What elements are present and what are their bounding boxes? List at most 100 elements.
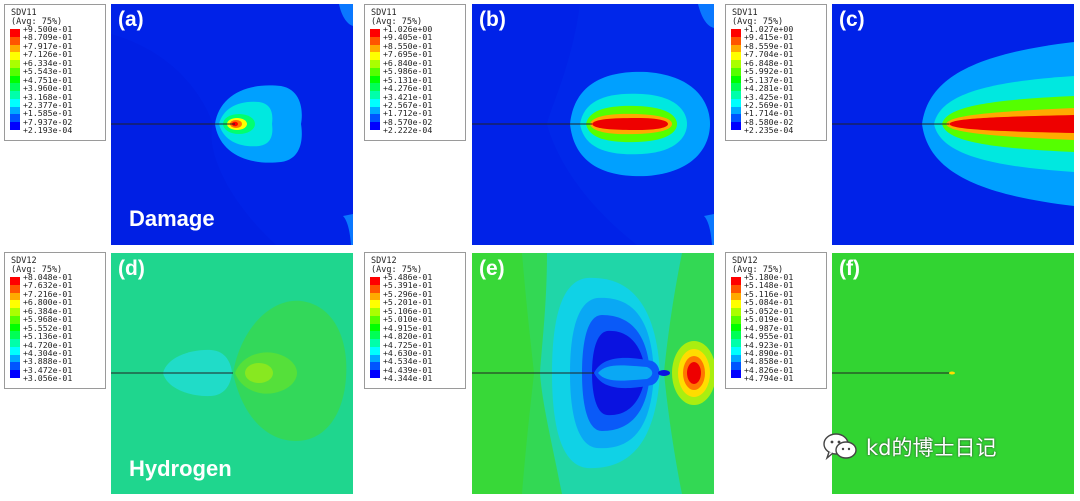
legend-e: SDV12 (Avg: 75%) +5.486e-01 +5.391e-01 +5.… <box>364 252 466 389</box>
legend-value: +2.235e-04 <box>744 125 794 136</box>
legend-value: +1.585e-01 <box>23 108 73 119</box>
legend-value: +3.960e-01 <box>23 83 73 94</box>
legend-value: +5.296e-01 <box>383 288 433 299</box>
legend-value: +5.968e-01 <box>23 314 73 325</box>
contour-panel-d: (d) Hydrogen <box>111 253 353 494</box>
legend-value: +7.917e-01 <box>23 40 73 51</box>
legend-value: +5.986e-01 <box>383 66 433 77</box>
legend-value: +5.992e-01 <box>744 66 794 77</box>
color-bar-segment <box>10 75 20 84</box>
color-bar <box>731 277 741 378</box>
color-bar-segment <box>10 52 20 61</box>
color-bar-segment <box>10 284 20 293</box>
legend-value: +7.937e-02 <box>23 116 73 127</box>
legend-values: +9.500e-01 +8.709e-01 +7.917e-01 +7.126e-01… <box>23 25 72 135</box>
legend-value: +9.500e-01 <box>23 24 73 34</box>
contour-panel-c: (c) <box>832 4 1074 245</box>
legend-b: SDV11 (Avg: 75%) +1.026e+00 +9.405e-01 +8.… <box>364 4 466 141</box>
color-bar-segment <box>370 323 380 332</box>
color-bar-segment <box>10 106 20 115</box>
color-bar-segment <box>731 83 741 92</box>
legend-value: +4.439e-01 <box>383 364 433 375</box>
legend-averaging: (Avg: 75%) <box>732 17 784 27</box>
color-bar-segment <box>731 122 741 130</box>
legend-value: +4.281e-01 <box>744 83 794 94</box>
color-bar-segment <box>10 300 20 309</box>
legend-value: +3.472e-01 <box>23 364 73 375</box>
color-bar-segment <box>731 354 741 363</box>
legend-value: +1.712e-01 <box>383 108 433 119</box>
legend-value: +5.136e-01 <box>23 331 73 342</box>
color-bar-segment <box>370 52 380 61</box>
watermark-text: kd的博士日记 <box>866 436 997 460</box>
legend-value: +5.106e-01 <box>383 305 433 316</box>
legend-value: +4.725e-01 <box>383 339 433 350</box>
legend-value: +5.084e-01 <box>744 297 794 308</box>
color-bar-segment <box>370 370 380 378</box>
color-bar-segment <box>10 36 20 45</box>
color-bar-segment <box>731 323 741 332</box>
legend-values: +5.486e-01 +5.391e-01 +5.296e-01 +5.201e-01… <box>383 273 432 383</box>
color-bar-segment <box>731 91 741 99</box>
legend-value: +5.052e-01 <box>744 305 794 316</box>
color-bar-segment <box>370 331 380 340</box>
color-bar-segment <box>731 292 741 301</box>
legend-value: +3.056e-01 <box>23 373 73 384</box>
legend-values: +8.048e-01 +7.632e-01 +7.216e-01 +6.800e-01… <box>23 273 72 383</box>
legend-value: +1.027e+00 <box>744 24 794 34</box>
color-bar-segment <box>10 91 20 99</box>
panel-label: (c) <box>839 8 865 31</box>
legend-value: +4.915e-01 <box>383 322 433 333</box>
legend-variable: SDV12 <box>732 256 758 266</box>
panel-label: (f) <box>839 257 860 280</box>
legend-value: +1.026e+00 <box>383 24 433 34</box>
contour-plot <box>472 4 714 245</box>
contour-panel-f: (f) <box>832 253 1074 494</box>
legend-variable: SDV11 <box>11 8 37 18</box>
legend-value: +3.888e-01 <box>23 356 73 367</box>
legend-value: +4.720e-01 <box>23 339 73 350</box>
color-bar-segment <box>370 67 380 76</box>
legend-value: +5.148e-01 <box>744 280 794 291</box>
legend-value: +2.567e-01 <box>383 99 433 110</box>
color-bar-segment <box>10 67 20 76</box>
contour-panel-e: (e) <box>472 253 714 494</box>
legend-value: +4.630e-01 <box>383 347 433 358</box>
color-bar-segment <box>10 98 20 107</box>
legend-variable: SDV12 <box>371 256 397 266</box>
contour-plot <box>111 253 353 494</box>
color-bar-segment <box>731 346 741 355</box>
contour-panel-b: (b) <box>472 4 714 245</box>
color-bar-segment <box>370 29 380 37</box>
color-bar-segment <box>731 60 741 68</box>
color-bar-segment <box>731 277 741 285</box>
legend-value: +2.569e-01 <box>744 99 794 110</box>
color-bar-segment <box>370 98 380 107</box>
legend-averaging: (Avg: 75%) <box>732 265 784 275</box>
contour-plot <box>832 253 1074 494</box>
legend-value: +5.019e-01 <box>744 314 794 325</box>
color-bar-segment <box>370 362 380 371</box>
color-bar-segment <box>731 44 741 53</box>
color-bar-segment <box>10 122 20 130</box>
panel-label: (b) <box>479 8 506 31</box>
legend-value: +8.580e-02 <box>744 116 794 127</box>
legend-value: +5.201e-01 <box>383 297 433 308</box>
color-bar-segment <box>10 346 20 355</box>
color-bar-segment <box>10 277 20 285</box>
color-bar-segment <box>10 362 20 371</box>
color-bar-segment <box>370 315 380 324</box>
color-bar-segment <box>370 106 380 115</box>
legend-averaging: (Avg: 75%) <box>11 265 63 275</box>
legend-value: +6.848e-01 <box>744 57 794 68</box>
color-bar-segment <box>731 308 741 316</box>
legend-value: +5.391e-01 <box>383 280 433 291</box>
legend-value: +6.800e-01 <box>23 297 73 308</box>
color-bar-segment <box>10 83 20 92</box>
legend-value: +7.695e-01 <box>383 49 433 60</box>
color-bar <box>370 29 380 130</box>
legend-value: +5.552e-01 <box>23 322 73 333</box>
legend-value: +4.276e-01 <box>383 83 433 94</box>
legend-variable: SDV11 <box>732 8 758 18</box>
legend-averaging: (Avg: 75%) <box>11 17 63 27</box>
